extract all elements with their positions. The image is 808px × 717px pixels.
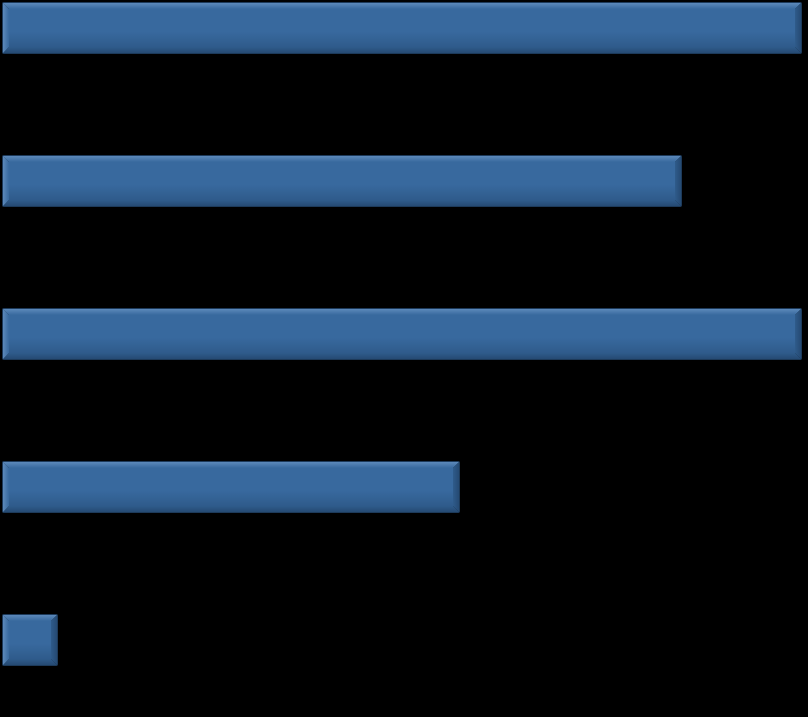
bar-2 [2, 308, 802, 360]
bar-0 [2, 2, 802, 54]
bar-4 [2, 614, 58, 666]
bar-chart [0, 0, 808, 717]
bar-1 [2, 155, 682, 207]
bar-3 [2, 461, 460, 513]
